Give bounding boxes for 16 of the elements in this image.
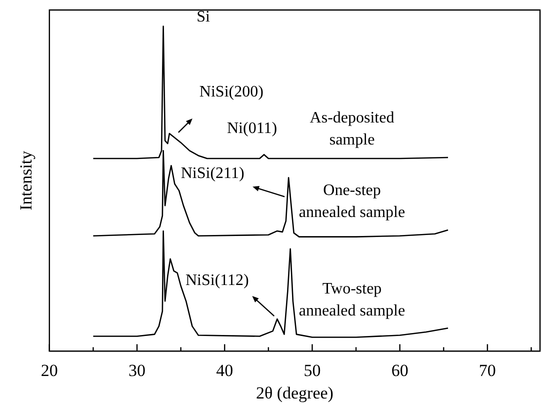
annotation: Si	[196, 8, 211, 26]
x-tick-label: 60	[391, 360, 408, 380]
annotation: Ni(011)	[227, 120, 278, 137]
annotation: NiSi(200)	[199, 84, 264, 101]
x-tick-label: 50	[304, 360, 321, 380]
x-axis-title: 2θ (degree)	[256, 383, 334, 402]
x-tick-label: 40	[216, 360, 234, 380]
series-label: Two-step annealed sample	[298, 280, 406, 320]
x-tick-label: 30	[128, 360, 146, 380]
x-tick-label: 70	[478, 360, 496, 380]
y-axis-title: Intensity	[16, 150, 36, 210]
series-label: One-step annealed sample	[298, 182, 406, 222]
annotation: NiSi(112)	[185, 272, 249, 290]
series-label: As-deposited sample	[310, 110, 394, 149]
annotation: NiSi(211)	[180, 164, 244, 182]
x-tick-label: 20	[40, 360, 58, 380]
